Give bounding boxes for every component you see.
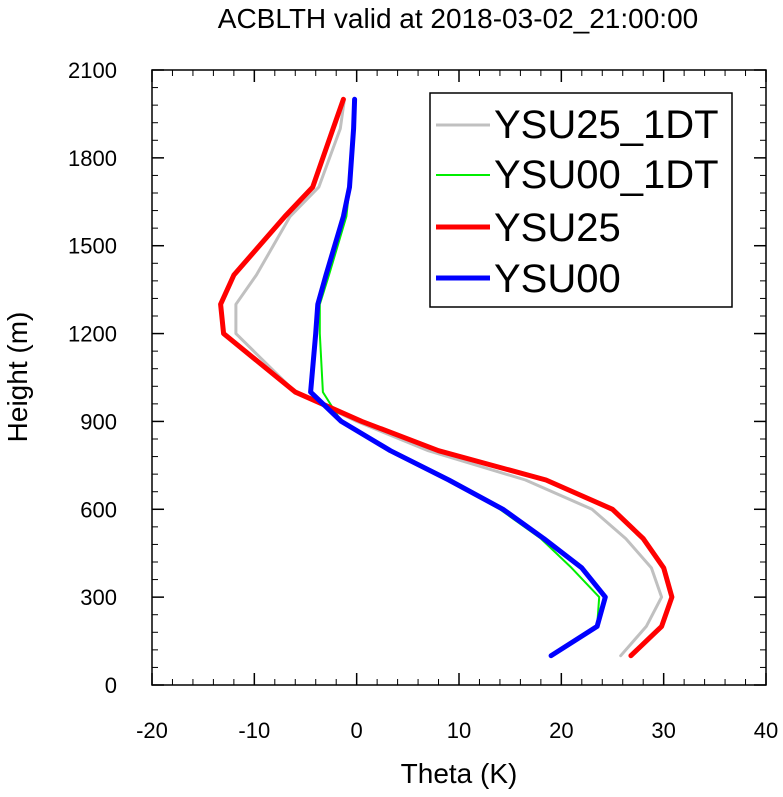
y-tick-label: 0 [105,673,117,698]
legend-box [429,92,733,308]
plot-frame [151,69,767,686]
y-tick-label: 600 [80,497,117,522]
x-tick-label: 40 [754,718,778,743]
tick-labels: -20 -10 0 10 20 30 40 0 300 600 900 1200 1500 1800 210… [68,58,778,743]
x-tick-label: 20 [549,718,573,743]
legend-label-ysu25-1dt: YSU25_1DT [494,103,719,147]
series-lines [218,96,675,659]
legend-label-ysu25: YSU25 [494,206,621,250]
x-tick-label: -20 [136,718,168,743]
y-tick-label: 1800 [68,146,117,171]
y-axis-label: Height (m) [2,312,33,443]
legend-label-ysu00: YSU00 [494,257,621,301]
chart-title: ACBLTH valid at 2018-03-02_21:00:00 [218,3,698,34]
x-tick-label: 0 [351,718,363,743]
y-tick-label: 2100 [68,58,117,83]
y-tick-label: 1200 [68,322,117,347]
x-tick-label: -10 [238,718,270,743]
legend: YSU25_1DT YSU00_1DT YSU25 YSU00 [429,92,733,308]
legend-label-ysu00-1dt: YSU00_1DT [494,153,719,197]
x-tick-label: 30 [651,718,675,743]
y-tick-label: 900 [80,409,117,434]
y-tick-label: 300 [80,585,117,610]
y-tick-label: 1500 [68,234,117,259]
series-line-ysu00 [308,96,608,659]
series-line-ysu25 [218,96,675,659]
x-tick-label: 10 [447,718,471,743]
x-axis-label: Theta (K) [401,758,518,789]
minor-ticks [152,70,766,685]
